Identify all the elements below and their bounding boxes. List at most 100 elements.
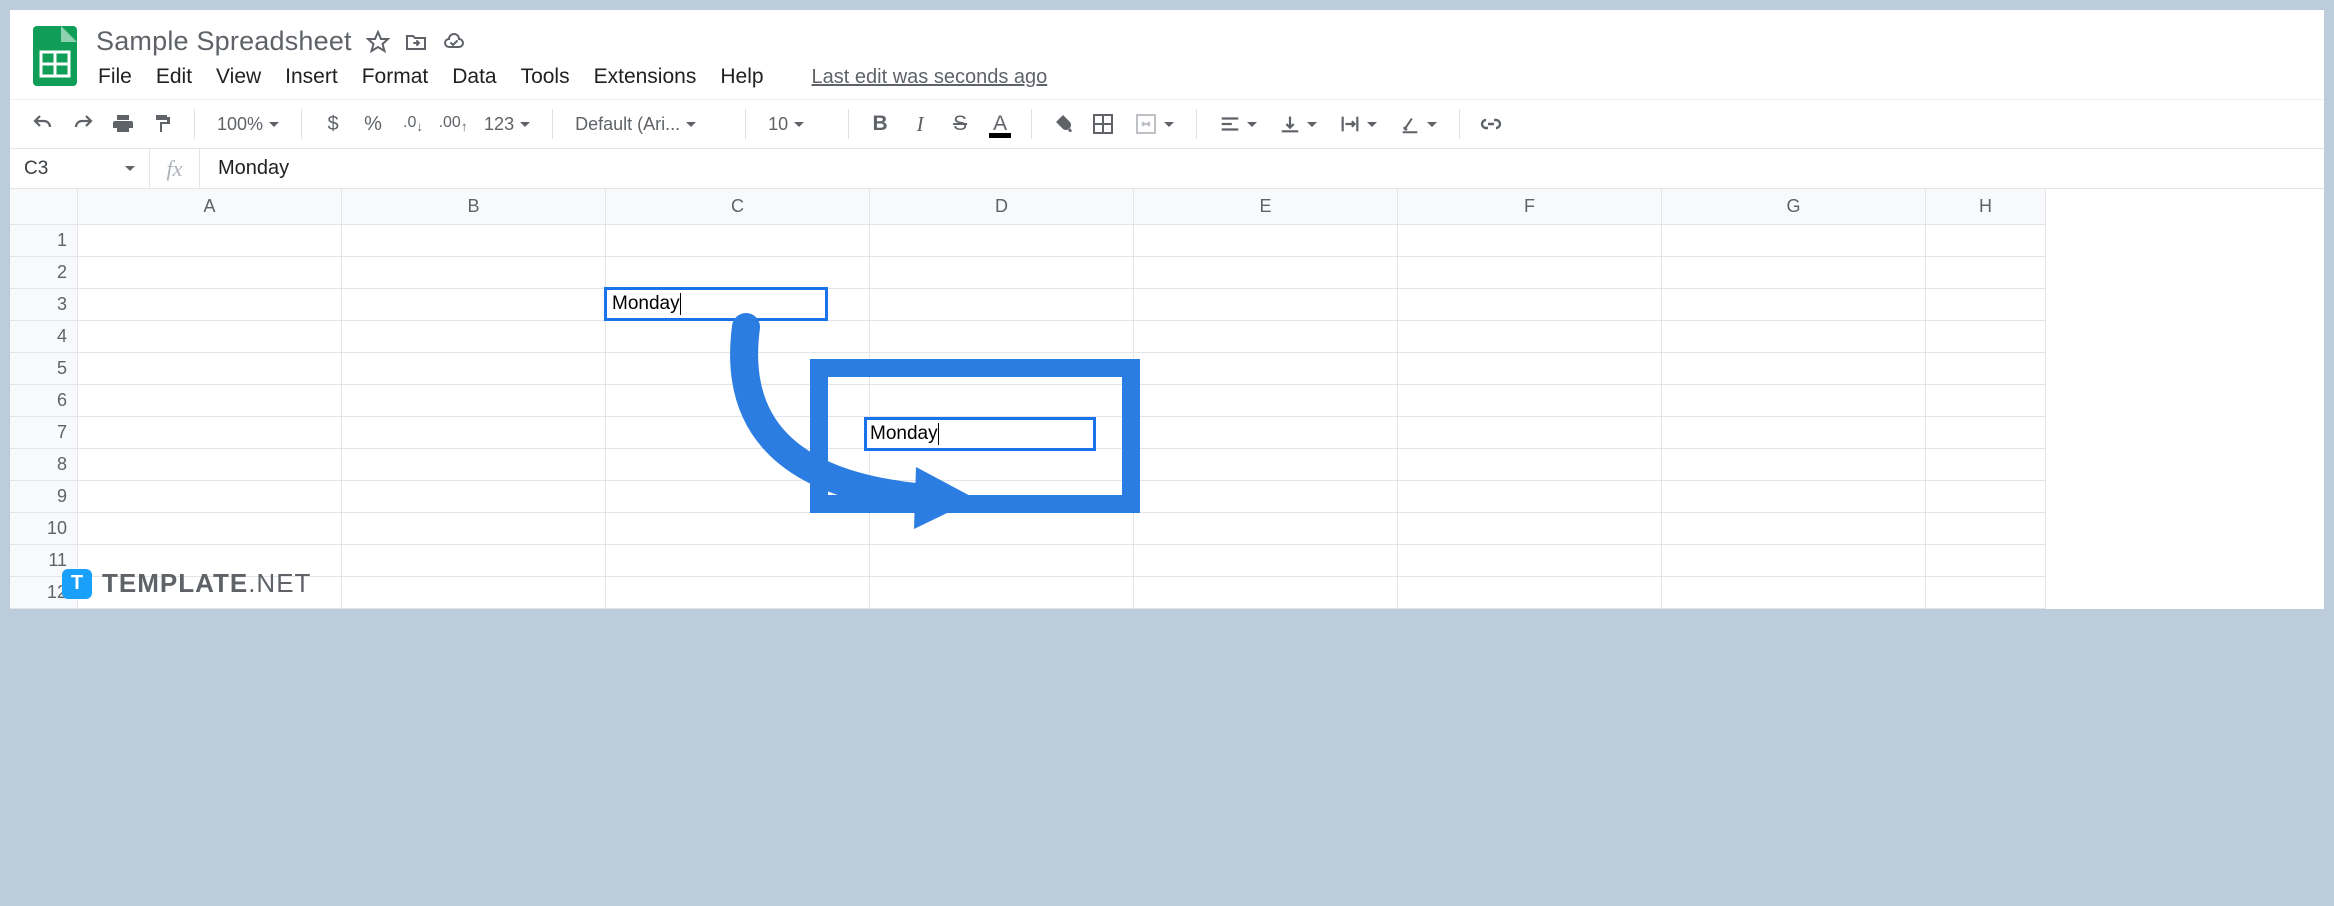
cell[interactable] — [870, 449, 1134, 481]
cell[interactable] — [78, 481, 342, 513]
column-header[interactable]: H — [1926, 189, 2046, 225]
cell[interactable] — [1134, 321, 1398, 353]
menu-extensions[interactable]: Extensions — [594, 65, 697, 89]
cell[interactable] — [342, 545, 606, 577]
cell[interactable] — [342, 481, 606, 513]
decrease-decimal-button[interactable]: .0↓ — [398, 108, 428, 140]
redo-icon[interactable] — [68, 108, 98, 140]
cell[interactable] — [1926, 385, 2046, 417]
cell[interactable] — [1398, 321, 1662, 353]
zoom-dropdown[interactable]: 100% — [211, 114, 285, 135]
cell[interactable] — [1398, 417, 1662, 449]
cell[interactable] — [78, 289, 342, 321]
menu-file[interactable]: File — [98, 65, 132, 89]
cell[interactable] — [1926, 289, 2046, 321]
star-icon[interactable] — [366, 30, 390, 54]
cell[interactable] — [1398, 449, 1662, 481]
cell[interactable] — [342, 289, 606, 321]
cell[interactable] — [1662, 545, 1926, 577]
row-header[interactable]: 10 — [10, 513, 78, 545]
cell[interactable] — [1662, 481, 1926, 513]
cell[interactable] — [1926, 577, 2046, 609]
cell[interactable] — [1662, 577, 1926, 609]
cell[interactable] — [606, 481, 870, 513]
cell[interactable] — [342, 353, 606, 385]
column-header[interactable]: G — [1662, 189, 1926, 225]
cell[interactable] — [606, 449, 870, 481]
cell[interactable] — [78, 225, 342, 257]
cell[interactable] — [870, 385, 1134, 417]
cell[interactable] — [1398, 353, 1662, 385]
cell[interactable] — [1662, 225, 1926, 257]
move-folder-icon[interactable] — [404, 30, 428, 54]
cell[interactable] — [870, 289, 1134, 321]
formula-bar[interactable]: Monday — [200, 149, 2324, 188]
spreadsheet-grid[interactable]: ABCDEFGH123456789101112 — [10, 189, 2324, 609]
cell[interactable] — [1398, 289, 1662, 321]
bold-button[interactable]: B — [865, 108, 895, 140]
cell[interactable] — [342, 321, 606, 353]
menu-data[interactable]: Data — [452, 65, 496, 89]
cell[interactable] — [1926, 449, 2046, 481]
cell[interactable] — [78, 385, 342, 417]
row-header[interactable]: 5 — [10, 353, 78, 385]
cell[interactable] — [1398, 257, 1662, 289]
cell[interactable] — [1926, 225, 2046, 257]
cell[interactable] — [1134, 225, 1398, 257]
horizontal-align-dropdown[interactable] — [1213, 113, 1263, 135]
cell[interactable] — [342, 257, 606, 289]
paint-format-icon[interactable] — [148, 108, 178, 140]
cell[interactable] — [78, 449, 342, 481]
cell[interactable] — [1662, 289, 1926, 321]
cell[interactable] — [78, 417, 342, 449]
row-header[interactable]: 3 — [10, 289, 78, 321]
cell[interactable] — [1134, 481, 1398, 513]
increase-decimal-button[interactable]: .00↑ — [438, 108, 468, 140]
cell[interactable] — [606, 417, 870, 449]
undo-icon[interactable] — [28, 108, 58, 140]
cell[interactable] — [1662, 417, 1926, 449]
column-header[interactable]: F — [1398, 189, 1662, 225]
menu-format[interactable]: Format — [362, 65, 429, 89]
cell[interactable] — [1134, 577, 1398, 609]
cell[interactable] — [606, 321, 870, 353]
cell[interactable] — [1398, 225, 1662, 257]
document-title[interactable]: Sample Spreadsheet — [96, 26, 352, 57]
menu-help[interactable]: Help — [720, 65, 763, 89]
cell[interactable] — [1926, 545, 2046, 577]
menu-view[interactable]: View — [216, 65, 261, 89]
cell[interactable] — [1398, 577, 1662, 609]
column-header[interactable]: E — [1134, 189, 1398, 225]
cell[interactable] — [1134, 417, 1398, 449]
print-icon[interactable] — [108, 108, 138, 140]
cell[interactable] — [1398, 481, 1662, 513]
menu-tools[interactable]: Tools — [521, 65, 570, 89]
row-header[interactable]: 9 — [10, 481, 78, 513]
cell[interactable] — [1662, 321, 1926, 353]
cell[interactable] — [1134, 513, 1398, 545]
cell[interactable] — [606, 577, 870, 609]
cell[interactable] — [1398, 385, 1662, 417]
cell[interactable] — [1926, 353, 2046, 385]
cell[interactable] — [606, 513, 870, 545]
cell[interactable] — [606, 545, 870, 577]
text-color-button[interactable]: A — [985, 108, 1015, 140]
row-header[interactable]: 6 — [10, 385, 78, 417]
text-rotation-dropdown[interactable] — [1393, 113, 1443, 135]
last-edit-link[interactable]: Last edit was seconds ago — [812, 66, 1048, 89]
menu-insert[interactable]: Insert — [285, 65, 338, 89]
column-header[interactable]: B — [342, 189, 606, 225]
cell[interactable] — [1926, 321, 2046, 353]
row-header[interactable]: 8 — [10, 449, 78, 481]
cell[interactable] — [342, 449, 606, 481]
font-family-dropdown[interactable]: Default (Ari... — [569, 114, 729, 135]
italic-button[interactable]: I — [905, 108, 935, 140]
cell[interactable] — [870, 321, 1134, 353]
cell[interactable] — [1134, 257, 1398, 289]
row-header[interactable]: 2 — [10, 257, 78, 289]
cell[interactable] — [78, 513, 342, 545]
cell[interactable] — [606, 225, 870, 257]
cell[interactable] — [1662, 385, 1926, 417]
cell[interactable] — [870, 577, 1134, 609]
vertical-align-dropdown[interactable] — [1273, 113, 1323, 135]
